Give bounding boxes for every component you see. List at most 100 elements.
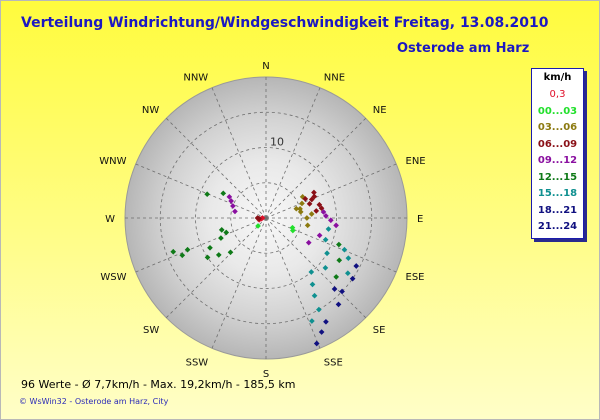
data-point-3-6 [318,205,325,212]
data-point-5-6 [179,252,186,259]
data-point-6-8 [316,306,322,313]
data-point-7-3 [318,329,325,335]
data-point-5-13 [336,257,343,264]
data-point-6-5 [341,246,348,253]
data-point-4-5 [327,217,334,224]
direction-label-wnw: WNW [99,156,126,167]
credit-app: © WsWin32 [19,397,67,406]
data-point-7-0 [331,286,338,292]
data-point-2-2 [299,200,305,207]
data-point-5-0 [207,244,213,251]
data-point-7-7 [353,263,360,269]
direction-label-ese: ESE [406,272,425,283]
data-point-1-2 [290,227,296,234]
data-point-6-3 [324,250,330,257]
data-point-6-1 [309,281,316,288]
direction-label-se: SE [373,325,386,336]
data-point-2-4 [308,211,315,217]
grid-ring-2 [195,147,337,289]
data-point-4-0 [228,198,234,204]
direction-label-nnw: NNW [183,72,208,83]
direction-label-sw: SW [143,325,159,336]
direction-label-wsw: WSW [100,272,126,283]
footer-stats: 96 Werte - Ø 7,7km/h - Max. 19,2km/h - 1… [21,378,296,391]
legend-item-3: 06...09 [537,138,578,150]
legend-item-0: 0,3 [549,89,566,100]
data-point-3-4 [311,189,317,196]
data-point-4-7 [323,213,329,219]
data-point-4-9 [305,239,312,246]
legend-item-5: 12...15 [537,171,578,183]
direction-label-ene: ENE [406,156,426,167]
data-point-3-3 [311,193,318,200]
legend-item-7: 18...21 [537,204,578,216]
data-point-5-10 [220,190,227,197]
data-point-2-6 [304,215,310,221]
direction-label-nw: NW [142,105,159,116]
location-label: Osterode am Harz [397,41,530,56]
direction-label-e: E [417,214,423,225]
data-point-4-3 [232,208,238,215]
legend-item-2: 03...06 [537,122,578,133]
data-point-7-1 [339,288,345,295]
data-point-6-9 [309,318,315,324]
legend-item-8: 21...24 [537,221,578,232]
direction-label-ssw: SSW [186,358,209,369]
data-point-7-6 [349,275,356,282]
data-point-7-4 [313,340,320,347]
data-point-5-4 [218,227,225,233]
credit-separator: - [69,397,73,406]
data-point-7-2 [323,318,329,325]
radial-tick-label: 10 [270,136,284,149]
data-point-3-0 [302,196,309,202]
data-point-2-5 [304,222,311,229]
direction-labels: 10 N NNE NE ENE E ESE SE SSE S SSW SW WSW W WNW NW NNW [99,61,425,380]
data-point-6-11 [325,226,332,232]
legend-box: km/h 0,3 00...03 03...06 06...09 09...12 12..… [531,68,584,239]
data-points [170,189,360,347]
data-point-2-7 [293,205,300,212]
data-point-3-1 [306,201,313,207]
legend-title: km/h [543,72,572,83]
data-point-4-1 [230,203,236,209]
polar-grid [124,76,408,360]
data-point-4-4 [320,209,327,215]
data-point-5-2 [218,235,224,241]
data-point-5-1 [204,254,211,261]
data-point-6-0 [308,269,315,275]
data-point-6-7 [344,270,351,277]
data-point-5-5 [184,246,191,253]
data-point-3-7 [313,208,320,214]
data-point-1-0 [255,223,261,229]
data-point-6-2 [311,292,318,299]
grid-ring-3 [159,111,373,325]
direction-label-ne: NE [373,105,387,116]
grid-ring-1 [230,182,302,254]
direction-label-sse: SSE [324,358,343,369]
direction-label-s: S [263,369,269,380]
data-point-5-14 [333,274,340,280]
legend-item-1: 00...03 [537,105,578,117]
data-point-5-7 [170,248,177,255]
direction-label-n: N [262,61,269,72]
data-point-6-10 [322,236,329,243]
data-point-4-2 [226,194,233,200]
credit-place: Osterode am Harz, City [74,397,169,406]
data-point-7-5 [335,301,342,308]
data-point-4-6 [333,222,339,229]
chart-title: Verteilung Windrichtung/Windgeschwindigk… [21,15,549,31]
footer-credit: © WsWin32 - Osterode am Harz, City [19,397,168,406]
legend-item-4: 09...12 [537,155,578,166]
data-point-5-3 [223,229,230,236]
data-point-2-1 [297,209,304,215]
legend-item-6: 15...18 [537,188,578,199]
data-point-5-8 [215,252,222,258]
data-point-6-4 [322,265,329,271]
direction-label-w: W [105,214,115,225]
data-point-5-11 [204,191,210,198]
data-point-3-5 [316,201,323,208]
data-point-5-9 [227,249,234,256]
data-point-5-12 [336,241,342,248]
